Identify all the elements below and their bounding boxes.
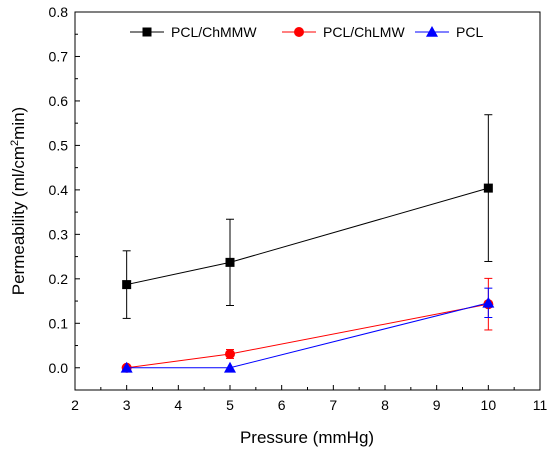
legend-label: PCL/ChMMW — [171, 24, 257, 40]
axis-tick-labels: 2 3 4 5 6 7 8 9 10 11 0.0 0.1 0.2 0.3 0.4 0.5 0.6 0.7 0.8 — [49, 4, 548, 413]
legend-marker — [426, 26, 438, 37]
y-tick-label: 0.3 — [49, 226, 69, 242]
series-2 — [120, 287, 495, 373]
series-line — [126, 303, 489, 369]
x-axis-title: Pressure (mmHg) — [240, 428, 374, 447]
legend-label: PCL/ChLMW — [323, 24, 405, 40]
series-line — [126, 187, 489, 286]
data-series — [120, 114, 495, 373]
x-tick-label: 6 — [278, 397, 286, 413]
legend: PCL/ChMMW PCL/ChLMW PCL — [130, 24, 483, 40]
y-tick-label: 0.4 — [49, 182, 69, 198]
legend-marker — [142, 27, 152, 37]
legend-label: PCL — [456, 24, 483, 40]
legend-entry-0: PCL/ChMMW — [130, 24, 257, 40]
y-axis-title-superscript: 2 — [9, 140, 21, 146]
y-axis-title-end: min) — [9, 107, 28, 140]
x-tick-label: 9 — [433, 397, 441, 413]
x-tick-label: 2 — [71, 397, 79, 413]
data-point — [224, 361, 236, 373]
x-tick-label: 10 — [481, 397, 497, 413]
data-point — [122, 280, 132, 290]
y-tick-label: 0.2 — [49, 271, 69, 287]
y-tick-label: 0.0 — [49, 360, 69, 376]
y-tick-label: 0.7 — [49, 48, 69, 64]
x-tick-label: 11 — [533, 397, 548, 413]
data-point — [225, 257, 235, 267]
x-tick-label: 8 — [381, 397, 389, 413]
y-tick-label: 0.5 — [49, 137, 69, 153]
series-1 — [121, 277, 494, 373]
series-0 — [122, 114, 493, 319]
legend-marker — [294, 27, 304, 37]
data-point — [120, 361, 133, 373]
y-tick-label: 0.6 — [49, 93, 69, 109]
axis-ticks — [74, 11, 541, 390]
data-point — [482, 296, 495, 308]
series-line — [126, 302, 489, 369]
x-tick-label: 3 — [123, 397, 131, 413]
x-tick-label: 5 — [226, 397, 234, 413]
data-point — [483, 183, 493, 193]
plot-frame — [74, 11, 541, 391]
data-point — [225, 348, 235, 359]
y-tick-label: 0.1 — [49, 315, 69, 331]
y-tick-label: 0.8 — [49, 4, 69, 20]
x-tick-label: 7 — [329, 397, 337, 413]
x-tick-label: 4 — [174, 397, 182, 413]
legend-entry-2: PCL — [415, 24, 483, 40]
legend-entry-1: PCL/ChLMW — [282, 24, 405, 40]
y-axis-title: Permeability (ml/cm2min) — [9, 107, 28, 295]
y-axis-title-main: Permeability (ml/cm — [9, 146, 28, 295]
